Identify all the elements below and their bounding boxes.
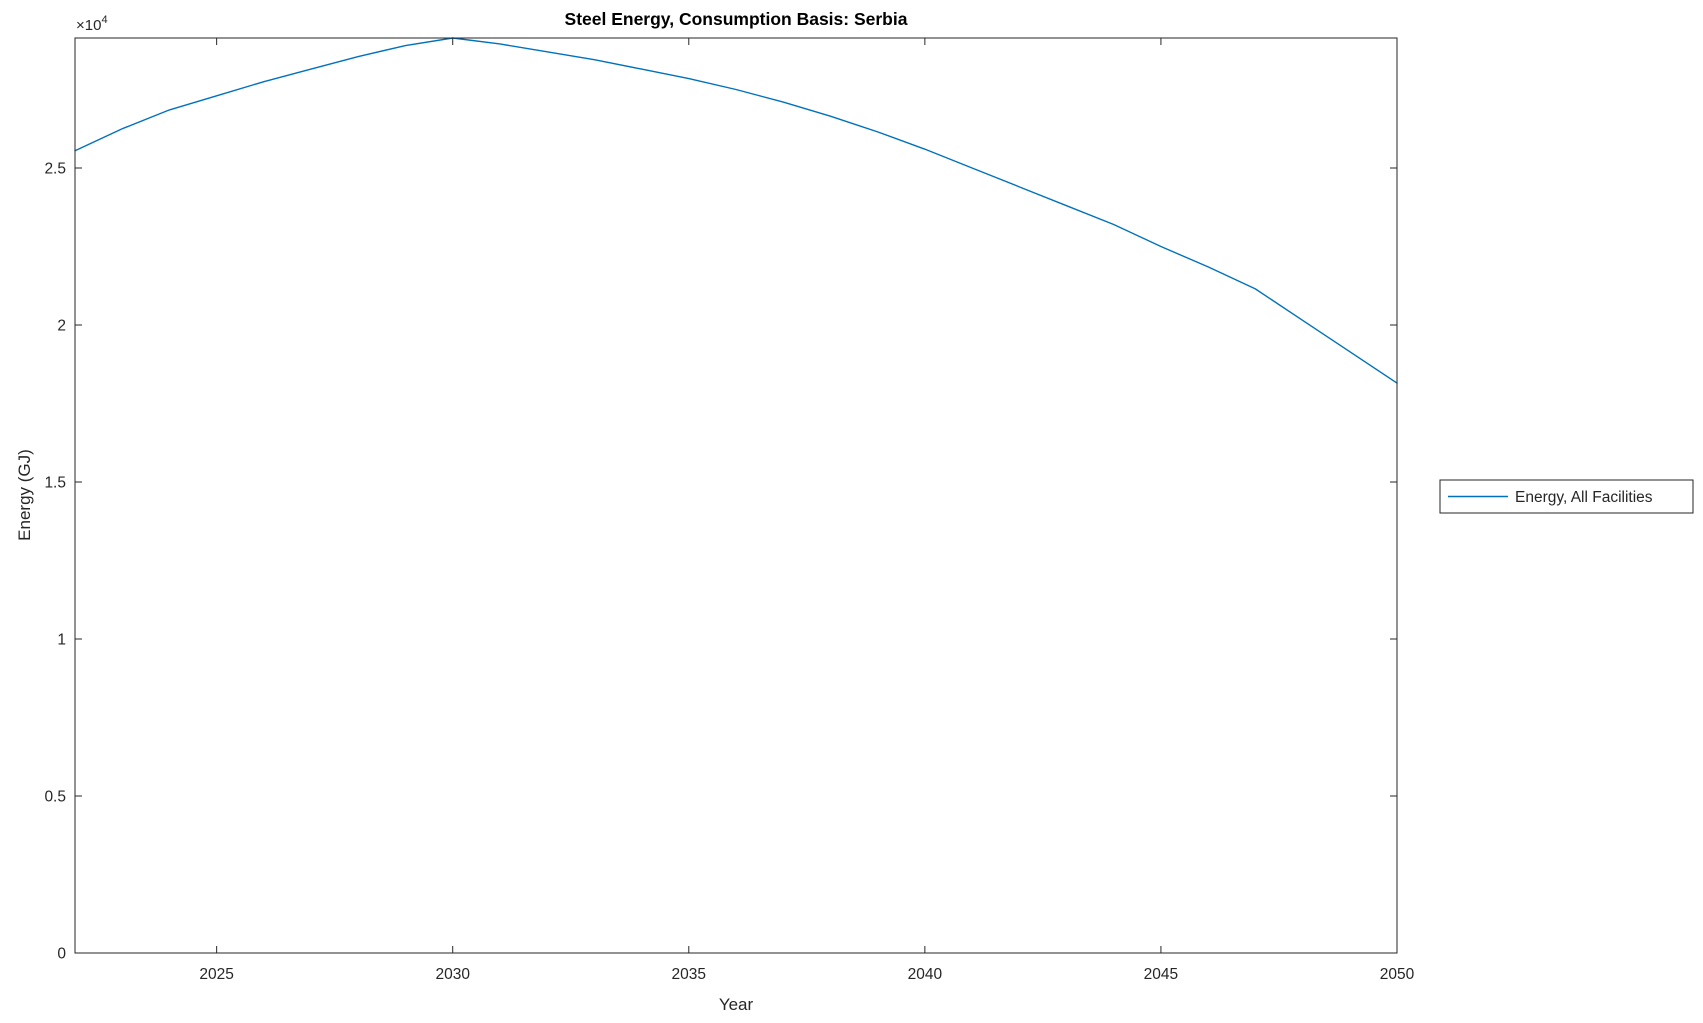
y-tick-labels: 0 0.5 1 1.5 2 2.5 — [44, 161, 66, 963]
y-axis-exponent: ×104 — [76, 14, 108, 34]
x-tick-labels: 2025 2030 2035 2040 2045 2050 — [199, 966, 1414, 983]
x-tick-label: 2035 — [672, 966, 706, 983]
y-tick-label: 2.5 — [44, 161, 66, 178]
x-tick-label: 2040 — [908, 966, 943, 983]
energy-series-line — [74, 37, 1398, 384]
x-tick-label: 2030 — [435, 966, 470, 983]
chart-title: Steel Energy, Consumption Basis: Serbia — [565, 9, 908, 29]
y-tick-label: 0.5 — [44, 789, 66, 806]
y-axis-exponent-base: ×10 — [76, 17, 101, 34]
axis-ticks — [75, 38, 1398, 954]
axes-box — [74, 37, 1398, 954]
legend: Energy, All Facilities — [1439, 479, 1694, 514]
x-tick-label: 2045 — [1144, 966, 1178, 983]
y-tick-label: 1.5 — [44, 475, 66, 492]
plot-area — [75, 38, 1397, 953]
x-tick-label: 2050 — [1380, 966, 1415, 983]
y-tick-label: 2 — [57, 318, 66, 335]
legend-entry-label: Energy, All Facilities — [1515, 489, 1653, 506]
y-axis-exponent-power: 4 — [101, 14, 107, 26]
y-tick-label: 1 — [57, 632, 66, 649]
y-tick-label: 0 — [57, 946, 66, 963]
x-axis-label: Year — [719, 995, 754, 1014]
x-tick-label: 2025 — [199, 966, 233, 983]
y-axis-label: Energy (GJ) — [15, 449, 34, 541]
